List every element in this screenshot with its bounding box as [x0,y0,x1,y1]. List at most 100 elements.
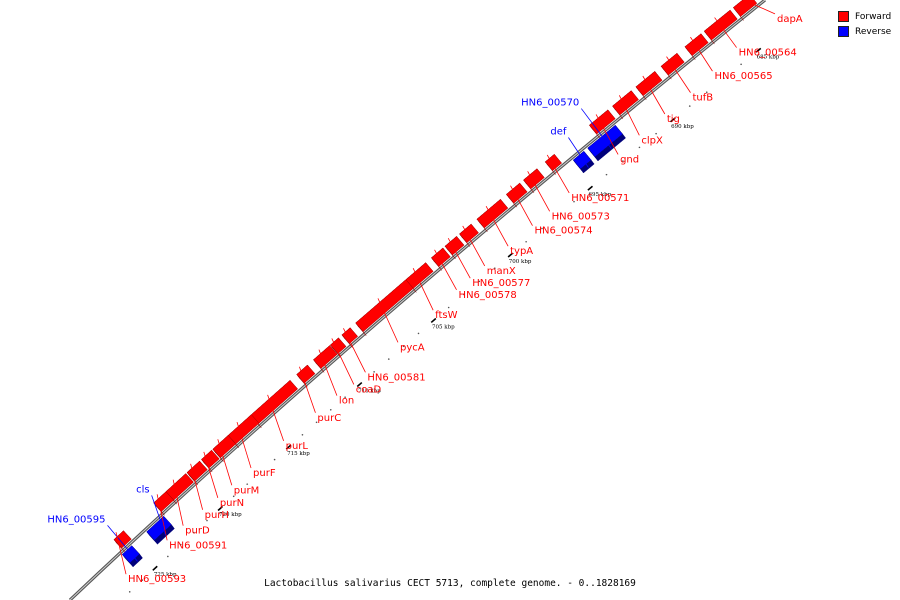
minor-tick [301,433,304,436]
minor-tick [315,421,318,424]
gene-label-coad: coaD [356,384,382,395]
gene-label-pyca: pycA [400,342,425,353]
gene-block [146,515,175,545]
gene-leader-line [190,463,204,510]
gene-label-hn6_00578: HN6_00578 [459,290,517,301]
minor-tick [402,345,405,348]
minor-tick [622,160,624,162]
gene-block [459,223,479,247]
gene-leader-line [690,36,713,72]
minor-tick [463,293,465,296]
scale-label: 685 kbp [757,54,780,60]
gene-leader-line [642,75,666,115]
figure-caption: Lactobacillus salivarius CECT 5713, comp… [0,578,900,589]
gene-block-face [201,449,220,469]
scale-label: 710 kbp [358,388,381,394]
gene-block-face [313,345,338,369]
minor-tick [329,408,332,411]
minor-tick [688,105,691,107]
major-tick [430,317,437,324]
gene-block [250,379,299,428]
gene-leader-line [343,328,366,373]
gene-label-def: def [550,127,567,138]
gene-label-purl: purL [286,441,309,452]
gene-block-face [587,124,623,158]
minor-tick [417,332,420,335]
gene-block [186,460,208,486]
gene-block [635,71,663,100]
gene-block-face [506,182,528,204]
gene-leader-line [485,205,509,247]
scale-label: 720 kbp [219,512,242,518]
minor-tick [557,214,559,216]
gene-label-lon: lon [339,396,354,407]
gene-leader-line [412,267,434,311]
gene-block-face [153,491,175,512]
major-tick [285,444,292,450]
major-tick [356,381,363,388]
gene-leader-line [331,338,355,385]
gene-label-purf: purF [253,468,276,479]
gene-block [121,545,143,568]
minor-tick [167,555,169,558]
gene-leader-line [299,366,316,413]
gene-leader-line [107,525,138,562]
gene-block-face [635,71,663,97]
minor-tick [179,543,182,546]
gene-block [201,449,220,473]
gene-leader-line [527,171,551,212]
gene-label-hn6_00577: HN6_00577 [472,278,530,289]
gene-block [355,279,414,336]
scale-label: 725 kbp [154,572,177,578]
gene-block-face [523,168,545,190]
scale-label: 690 kbp [671,124,694,130]
minor-tick [573,200,575,203]
gene-label-ftsw: ftsW [435,310,457,321]
gene-block-face [330,337,347,354]
legend-label-forward: Forward [855,11,892,22]
gene-block-face [732,0,758,17]
gene-block-face [459,223,479,244]
gene-leader-line [714,17,737,48]
gene-block [732,0,758,21]
scale-ticks [128,47,762,593]
genome-backbone [68,0,767,600]
gene-leader-line [568,137,589,168]
gene-leader-line [156,494,168,541]
gene-label-gnd: gnd [620,154,639,165]
gene-leader-line [742,0,776,15]
minor-tick [494,267,496,270]
minor-tick [141,579,144,581]
major-tick [217,505,224,512]
legend-label-reverse: Reverse [855,26,892,37]
gene-block-face [476,198,509,229]
gene-label-hn6_00595: HN6_00595 [47,514,105,525]
gene-label-hn6_00581: HN6_00581 [367,372,425,383]
caption-text: Lactobacillus salivarius CECT 5713, comp… [264,578,636,589]
scale-label: 700 kbp [509,259,532,265]
gene-block-face [444,236,465,256]
gene-leader-line [203,451,219,498]
gene-leader-line [447,238,471,279]
minor-tick [387,358,390,360]
minor-tick [723,77,725,80]
gene-block [684,33,709,60]
major-tick [587,185,594,191]
minor-tick [525,240,527,243]
gene-block [313,345,338,373]
gene-block-face [431,247,451,267]
minor-tick [655,132,657,135]
minor-tick [232,495,235,498]
gene-block-face [250,379,299,425]
gene-label-hn6_00564: HN6_00564 [739,48,797,59]
gene-block-face [703,9,738,41]
minor-tick [447,306,450,309]
gene-block-face [146,515,172,541]
gene-block-face [121,545,140,564]
gene-block [544,153,563,175]
gene-leader-line [151,495,167,536]
gene-block-face [212,435,237,459]
gene-label-tig: tig [667,114,680,125]
